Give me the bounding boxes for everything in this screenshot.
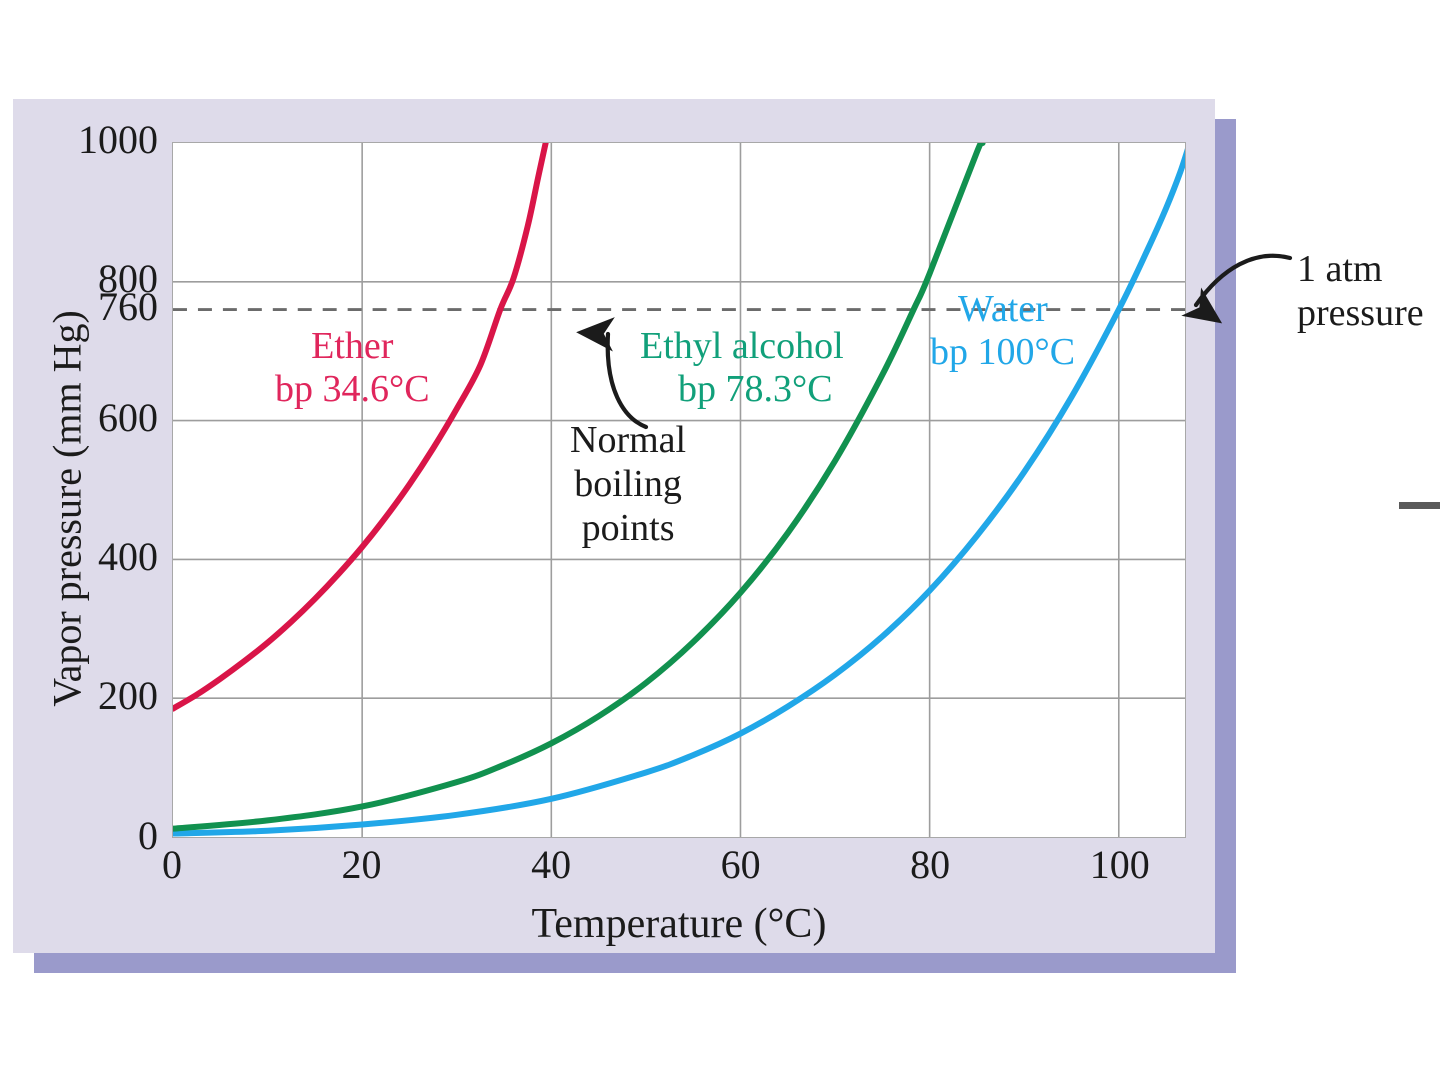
series-label-ether-line2: bp 34.6°C: [275, 367, 430, 410]
series-label-ether: Ether bp 34.6°C: [275, 325, 430, 410]
annotation-normal-boiling-points-line1: Normal: [570, 419, 687, 461]
y-tick-200: 200: [98, 673, 158, 719]
annotation-one-atm-pressure-line2: pressure: [1297, 292, 1424, 335]
series-curve-water: [173, 148, 1185, 837]
y-tick-600: 600: [98, 395, 158, 440]
x-tick-40: 40: [531, 842, 572, 887]
x-axis-title: Temperature (°C): [531, 901, 827, 947]
y-axis-tick-labels: 1000 800 760 600 400 200 0: [60, 0, 158, 1080]
series-label-water: Water bp 100°C: [930, 288, 1075, 373]
y-tick-800: 800: [98, 255, 158, 301]
x-tick-20: 20: [341, 842, 382, 887]
series-label-ethyl-alcohol: Ethyl alcohol bp 78.3°C: [640, 325, 844, 410]
gridlines-horizontal: [173, 281, 1185, 699]
plot-canvas: [173, 143, 1185, 837]
series-label-water-line1: Water: [958, 288, 1048, 330]
x-tick-100: 100: [1089, 842, 1150, 887]
series-curve-ether: [173, 143, 549, 712]
series-label-water-line2: bp 100°C: [930, 330, 1076, 373]
annotation-normal-boiling-points: Normal boiling points: [570, 418, 686, 550]
plot-area: [172, 142, 1186, 838]
y-tick-0: 0: [138, 812, 158, 858]
series-label-ethyl-alcohol-line2: bp 78.3°C: [678, 367, 833, 410]
x-tick-60: 60: [720, 842, 761, 887]
series-curve-ethanol: [173, 143, 986, 832]
right-edge-dash-mark: [1399, 502, 1440, 509]
x-tick-80: 80: [910, 842, 951, 887]
y-tick-400: 400: [98, 534, 158, 580]
annotation-normal-boiling-points-line2: boiling: [574, 463, 682, 506]
y-axis-title: Vapor pressure (mm Hg): [44, 310, 90, 707]
annotation-normal-boiling-points-line3: points: [581, 507, 675, 550]
annotation-one-atm-pressure: 1 atm pressure: [1297, 247, 1424, 335]
series-label-ethyl-alcohol-line1: Ethyl alcohol: [640, 325, 844, 367]
x-tick-0: 0: [162, 842, 182, 887]
gridlines-vertical: [361, 143, 1120, 837]
series-label-ether-line1: Ether: [311, 325, 394, 367]
y-tick-1000: 1000: [78, 116, 158, 162]
annotation-one-atm-pressure-line1: 1 atm: [1297, 248, 1383, 290]
y-tick-760: 760: [98, 283, 158, 329]
